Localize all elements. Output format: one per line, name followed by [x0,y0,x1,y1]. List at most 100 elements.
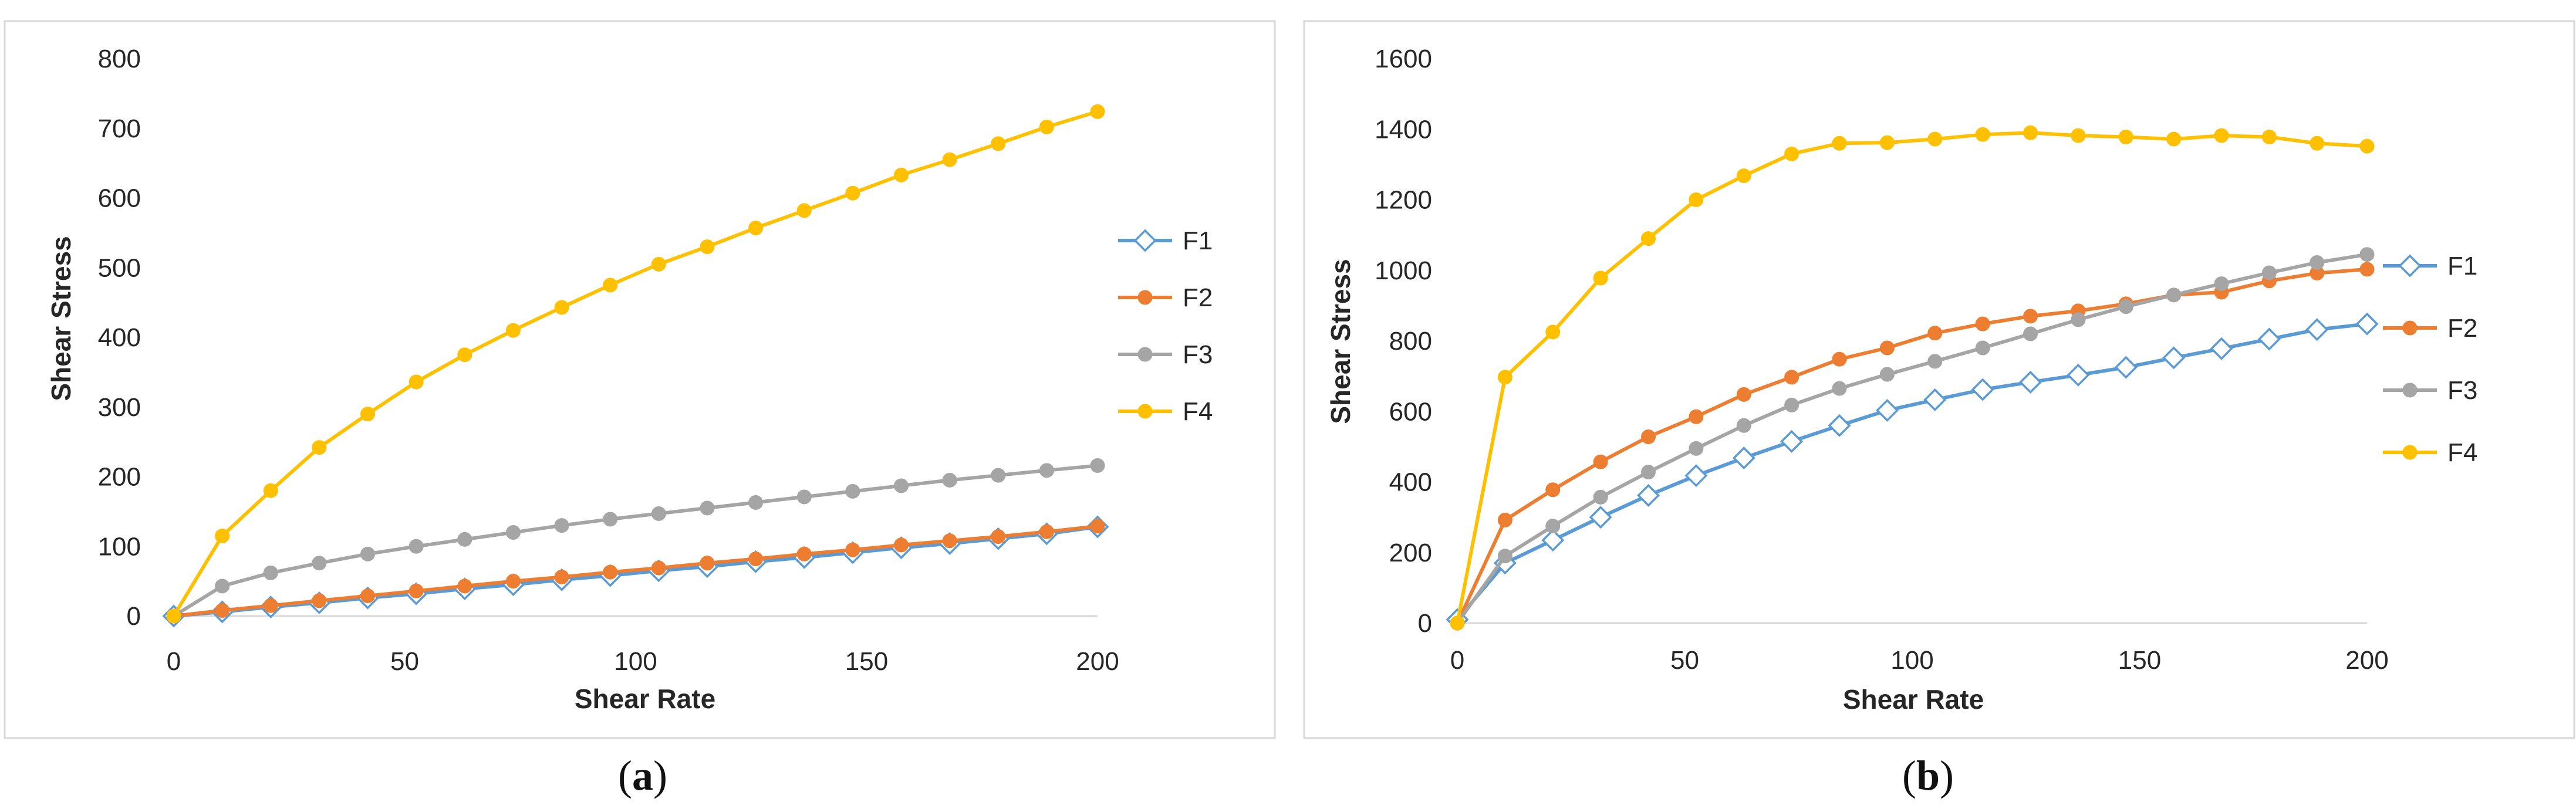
panel-a-y-tick-label: 600 [98,184,141,213]
panel-a-f3-point [408,539,424,554]
panel-a-f2-point [991,529,1006,544]
panel-b-f2-point [1497,512,1512,527]
panel-b-f3-point [1641,465,1656,480]
panel-a-x-tick-label: 200 [1076,647,1119,676]
panel-b-f1-point [1971,378,1994,401]
panel-a-f4-point [457,347,472,363]
panel-b-f4-point [2023,125,2038,140]
panel-b-x-tick-label: 0 [1450,646,1464,675]
panel-b-f4-point [2359,138,2375,154]
panel-b-f4-point [2071,128,2086,143]
panel-a-f3-point [215,578,230,594]
panel-a-f2-point [1090,519,1105,534]
panel-b-f3-point [2166,287,2182,303]
panel-a-f4-point [312,440,327,455]
panel-a-label-letter: a [632,752,653,799]
panel-a-legend-f3-label: F3 [1183,340,1213,369]
panel-b-f4-point [1450,615,1465,631]
panel-a-f4-point [845,185,860,201]
panel-a-f4-point [554,300,569,315]
panel-a-y-tick-label: 700 [98,114,141,143]
panel-b: 0 200 400 600 800 1000 1200 1400 1600 0 50 100 150 2… [1303,20,2575,739]
panel-a-f2-point [942,533,957,549]
panel-b-f1-point [1923,388,1947,411]
panel-a-f3-point [991,468,1006,483]
panel-b-f2-point [1593,454,1608,469]
panel-b-legend-f4-label: F4 [2447,438,2477,467]
panel-a-y-tick-label: 800 [98,45,141,73]
panel-b-f4-point [1689,192,1704,207]
panel-b-x-tick-label: 150 [2118,646,2161,675]
panel-b-label: (b) [1902,752,1954,799]
panel-a-f3-point [748,495,764,510]
panel-a-f3-point [651,506,666,521]
panel-b-f3-point [1736,418,1751,433]
panel-a-f2-point [312,593,327,608]
panel-b-f2-point [1736,387,1751,402]
panel-a-frame [4,20,1276,739]
panel-a-legend-f4-swatch-marker [1137,404,1153,419]
panel-b-legend-f2-label: F2 [2447,314,2477,343]
panel-a-y-tick-label: 500 [98,253,141,282]
panel-a-f4-point [215,528,230,543]
panel-b-f4-point [2310,136,2325,151]
panel-b-f1-point [2257,327,2281,351]
panel-a-y-axis-title: Shear Stress [46,236,76,401]
panel-b-f1-point [2114,356,2138,379]
panel-a-f2-point [408,583,424,598]
panel-a-f4-point [166,608,181,624]
panel-b-f4-point [2214,128,2229,143]
panel-b-legend-f3-swatch-marker [2402,383,2418,398]
panel-b-f2-line [1456,267,2368,624]
panel-a-f3-point [457,532,472,547]
panel-b-f4-point [1641,231,1656,246]
panel-b-y-axis-title: Shear Stress [1325,259,1356,424]
panel-b-f2-point [1689,409,1704,424]
panel-a-x-tick-label: 100 [614,647,657,676]
panel-b-y-ticks: 0 200 400 600 800 1000 1200 1400 1600 [1375,45,1432,638]
panel-b-y-tick-label: 1600 [1375,45,1432,73]
panel-a-y-tick-label: 200 [98,463,141,492]
panel-b-f3-point [2071,312,2086,327]
panel-a-f4-point [1039,119,1054,134]
panel-b-y-tick-label: 1400 [1375,115,1432,144]
panel-a-f4-point [796,203,812,218]
panel-b-x-tick-label: 50 [1670,646,1699,675]
panel-a-y-tick-label: 0 [127,602,141,631]
panel-a-f4-point [505,323,521,338]
panel-b-legend-f4-swatch-marker [2402,445,2418,460]
panel-a-f2-point [457,578,472,594]
panel-b-f2-point [1545,482,1561,498]
panel-a-legend-f1-swatch-marker [1133,229,1157,252]
panel-b-y-tick-label: 600 [1389,397,1432,426]
panel-a-y-tick-label: 300 [98,393,141,422]
panel-a-legend-f3-swatch-marker [1137,347,1153,362]
panel-b-f2-point [2023,309,2038,324]
panel-b-f3-point [2023,326,2038,341]
panel-a-x-tick-label: 0 [167,647,181,676]
panel-b-f4-point [1593,270,1608,286]
panel-b-legend: F1 F2 F3 F4 [2383,252,2477,467]
panel-b-f3-point [1689,441,1704,456]
panel-b-f3-point [1497,549,1512,564]
panel-a-f3-point [1039,463,1054,478]
panel-a-f2-point [894,537,909,553]
panel-a-x-axis-title: Shear Rate [575,684,715,714]
panel-a-label-open: ( [618,752,632,799]
panel-a-f2-point [603,564,618,580]
panel-a-f3-point [1090,458,1105,473]
panel-a-f4-point [894,167,909,182]
panel-b-f1-point [1684,464,1708,488]
panel-b-y-tick-label: 800 [1389,327,1432,356]
panel-b-f1-point [2305,318,2329,341]
panel-b-f3-line [1456,252,2368,624]
panel-b-f4-point [2118,129,2133,144]
panel-a-f3-point [263,565,278,580]
panel-a-f3-point [942,472,957,488]
panel-b-f3-point [1784,397,1800,412]
panel-a-f4-line [172,110,1098,617]
panel-b-f1-point [1637,483,1660,507]
panel-a-f2-point [554,570,569,584]
panel-b-legend-f2-swatch-marker [2402,320,2418,336]
